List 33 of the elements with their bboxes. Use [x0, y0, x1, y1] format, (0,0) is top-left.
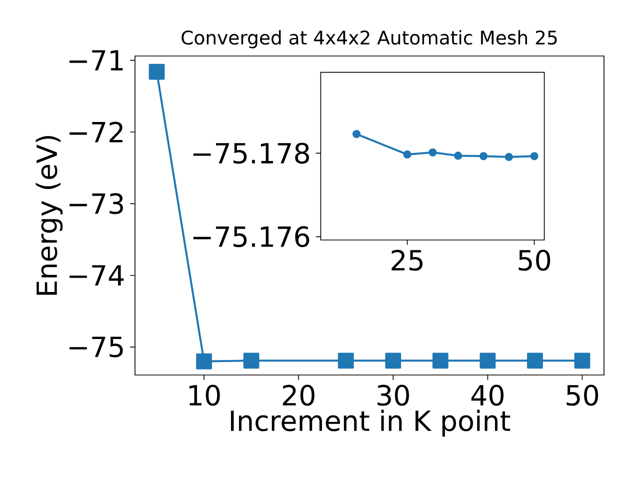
point: [385, 352, 402, 369]
chart-title: Converged at 4x4x2 Automatic Mesh 25: [182, 30, 557, 48]
point: [574, 352, 590, 369]
x-tick-label: 50: [566, 384, 598, 406]
y-axis-title: Energy (eV): [36, 136, 63, 295]
point: [480, 352, 496, 369]
x-tick-label: 30: [378, 384, 409, 406]
x-tick-label: 50: [518, 250, 550, 271]
point: [196, 353, 212, 370]
point: [243, 352, 260, 369]
x-axis-title: Increment in K point: [230, 410, 510, 437]
point: [504, 152, 513, 162]
point: [148, 64, 165, 80]
point: [352, 130, 361, 138]
x-tick-label: 10: [189, 384, 220, 406]
y-tick-label: −75.176: [193, 226, 310, 248]
point: [479, 152, 488, 160]
y-tick-label: −72: [70, 122, 122, 142]
point: [530, 152, 538, 160]
y-tick-label: −71: [70, 50, 123, 70]
point: [338, 352, 354, 369]
point: [432, 352, 448, 369]
point: [527, 352, 543, 369]
y-tick-label: −74: [70, 265, 124, 286]
y-tick-label: −75: [70, 336, 123, 358]
point: [428, 148, 437, 156]
x-tick-label: 20: [282, 384, 314, 406]
x-tick-label: 40: [471, 384, 504, 406]
y-tick-label: −73: [70, 193, 123, 214]
point: [403, 150, 412, 159]
y-tick-label: −75.178: [193, 142, 310, 164]
point: [454, 152, 462, 160]
x-tick-label: 25: [392, 250, 423, 271]
